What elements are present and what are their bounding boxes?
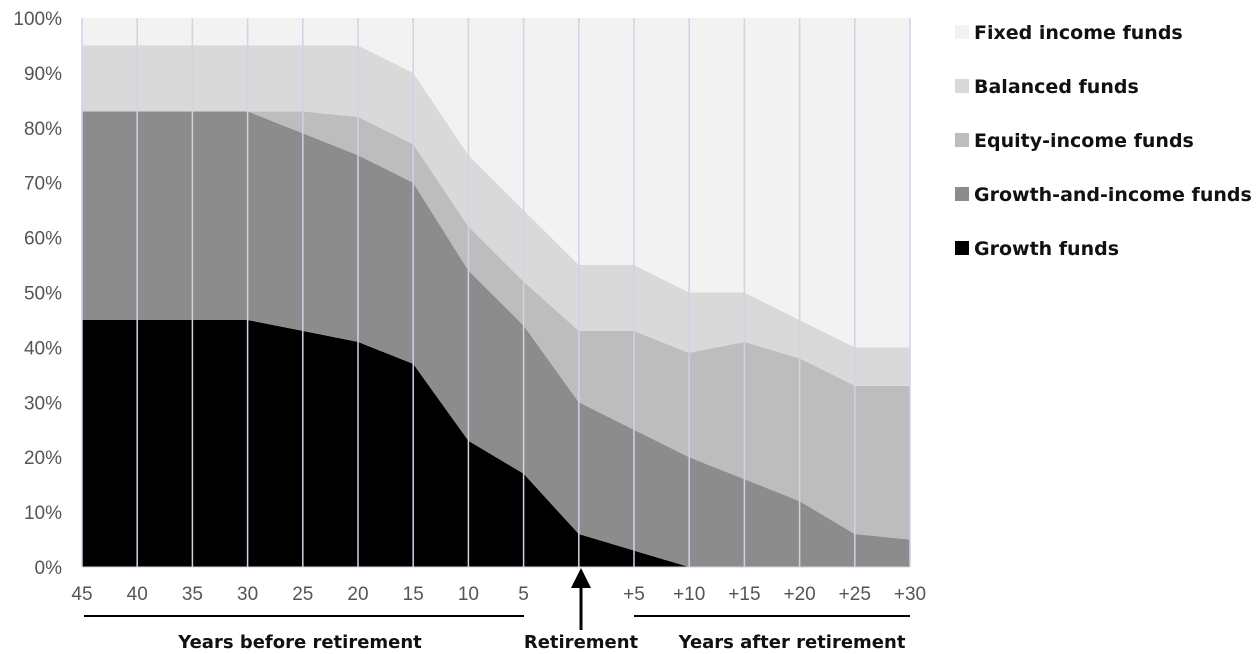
x-tick-label: +30 xyxy=(894,584,926,605)
y-tick-label: 80% xyxy=(24,119,62,140)
y-tick-label: 90% xyxy=(24,64,62,85)
legend-label: Growth funds xyxy=(974,238,1119,260)
y-tick-label: 20% xyxy=(24,448,62,469)
area-growth-funds xyxy=(82,319,910,567)
legend-swatch xyxy=(955,187,969,201)
x-tick-label: +15 xyxy=(728,584,760,605)
x-tick-label: 35 xyxy=(182,584,203,605)
legend-item: Fixed income funds xyxy=(955,22,1183,44)
legend-swatch xyxy=(955,133,969,147)
x-tick-label: 10 xyxy=(458,584,479,605)
legend-label: Equity-income funds xyxy=(974,130,1194,152)
x-tick-label: +5 xyxy=(623,584,645,605)
x-tick-label: 40 xyxy=(127,584,148,605)
area-fixed-income-funds xyxy=(82,18,910,348)
legend-item: Equity-income funds xyxy=(955,130,1194,152)
area-equity-income-funds xyxy=(82,111,910,540)
y-tick-label: 10% xyxy=(24,503,62,524)
y-tick-label: 70% xyxy=(24,174,62,195)
legend-swatch xyxy=(955,79,969,93)
years-after-label: Years after retirement xyxy=(678,632,906,653)
legend-item: Growth-and-income funds xyxy=(955,184,1252,206)
legend-label: Fixed income funds xyxy=(974,22,1183,44)
vertical-gridlines xyxy=(81,18,911,568)
x-tick-label: 15 xyxy=(403,584,424,605)
legend-swatch xyxy=(955,241,969,255)
x-tick-label: 25 xyxy=(292,584,313,605)
area-growth-and-income-funds xyxy=(82,111,910,567)
y-tick-label: 100% xyxy=(13,9,62,30)
x-tick-label: +25 xyxy=(839,584,871,605)
legend-item: Growth funds xyxy=(955,238,1119,260)
x-tick-label: 45 xyxy=(71,584,92,605)
y-tick-label: 40% xyxy=(24,338,62,359)
retirement-arrow xyxy=(571,568,591,630)
x-tick-label: +10 xyxy=(673,584,705,605)
legend: Fixed income funds Balanced funds Equity-i… xyxy=(955,22,1252,260)
stacked-areas xyxy=(82,18,910,567)
y-tick-label: 50% xyxy=(24,284,62,305)
years-before-label: Years before retirement xyxy=(177,632,422,653)
y-tick-label: 30% xyxy=(24,393,62,414)
y-tick-label: 60% xyxy=(24,229,62,250)
x-axis-ticks: 45 40 35 30 25 20 15 10 5 +5 +10 +15 +20 +25 +30 xyxy=(71,584,926,605)
legend-item: Balanced funds xyxy=(955,76,1139,98)
legend-swatch xyxy=(955,25,969,39)
legend-label: Balanced funds xyxy=(974,76,1139,98)
y-tick-label: 0% xyxy=(35,558,63,579)
y-axis-ticks: 0% 10% 20% 30% 40% 50% 60% 70% 80% 90% 100% xyxy=(13,9,62,579)
x-tick-label: 5 xyxy=(518,584,529,605)
x-tick-label: 20 xyxy=(347,584,368,605)
x-tick-label: 30 xyxy=(237,584,258,605)
x-tick-label: +20 xyxy=(783,584,815,605)
area-balanced-funds xyxy=(82,45,910,386)
legend-label: Growth-and-income funds xyxy=(974,184,1252,206)
retirement-label: Retirement xyxy=(524,632,639,653)
